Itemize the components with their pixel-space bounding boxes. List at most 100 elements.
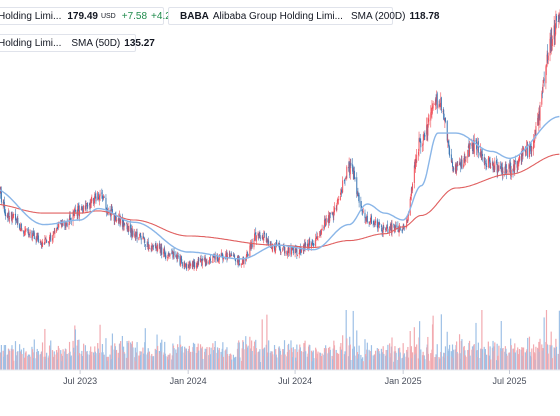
candle-body xyxy=(543,79,545,83)
candle-body xyxy=(113,214,115,221)
candle-body xyxy=(516,161,518,168)
candle-body xyxy=(377,222,379,228)
candle-body xyxy=(103,197,105,198)
volume-bar xyxy=(78,353,81,370)
volume-bar xyxy=(177,347,179,370)
candle-body xyxy=(311,241,313,243)
candle-body xyxy=(64,226,66,228)
candle-body xyxy=(464,159,466,161)
candle-body xyxy=(224,257,226,260)
candle-body xyxy=(376,219,378,228)
candle-body xyxy=(95,196,97,202)
candle-body xyxy=(66,223,68,227)
candle-body xyxy=(403,227,405,229)
candle-body xyxy=(164,249,166,255)
candle-body xyxy=(24,231,26,234)
volume-bar xyxy=(95,353,97,370)
volume-bar xyxy=(247,345,249,370)
legend-currency: USD xyxy=(100,12,116,20)
candle-body xyxy=(97,192,99,200)
candle-body xyxy=(255,235,257,242)
volume-bar xyxy=(490,359,492,370)
volume-bar xyxy=(477,342,479,370)
candle-body xyxy=(276,243,278,246)
volume-bar xyxy=(12,349,14,370)
candle-body xyxy=(361,208,363,210)
candle-body xyxy=(506,170,508,172)
candle-body xyxy=(189,261,191,266)
candle-body xyxy=(70,218,72,220)
candle-body xyxy=(47,241,49,243)
candle-body xyxy=(312,243,314,245)
candle-body xyxy=(57,227,59,229)
candle-body xyxy=(151,246,153,250)
candle-body xyxy=(126,224,128,230)
candle-body xyxy=(134,234,136,237)
candle-body xyxy=(284,246,286,254)
candle-body xyxy=(152,245,154,247)
candle-body xyxy=(423,135,425,141)
candle-body xyxy=(93,197,95,205)
candle-body xyxy=(83,205,85,213)
volume-bar xyxy=(539,338,541,370)
volume-bar xyxy=(485,354,488,370)
volume-bar xyxy=(46,352,48,370)
candle-body xyxy=(262,237,264,240)
candle-body xyxy=(127,226,129,230)
candle-body xyxy=(85,204,87,210)
candle-body xyxy=(356,193,358,196)
candle-body xyxy=(461,159,463,169)
legend-series[interactable]: BABA Alibaba Group Holding Limi... SMA (… xyxy=(168,7,439,25)
candle-body xyxy=(479,152,481,156)
candle-body xyxy=(360,205,362,209)
volume-bar xyxy=(41,342,44,370)
candle-body xyxy=(383,226,385,229)
candle-body xyxy=(345,177,347,179)
volume-bar xyxy=(558,310,560,370)
volume-bar xyxy=(391,337,393,370)
candle-body xyxy=(422,140,424,146)
candle-body xyxy=(184,262,186,266)
candle-body xyxy=(472,141,474,151)
candle-body xyxy=(440,97,442,107)
candle-body xyxy=(546,54,548,66)
candle-body xyxy=(212,255,214,264)
candle-body xyxy=(401,230,403,231)
candle-body xyxy=(398,228,400,233)
volume-bar xyxy=(362,361,364,370)
candle-body xyxy=(358,194,360,203)
candle-body xyxy=(173,251,175,256)
candle-body xyxy=(323,220,325,229)
volume-bar xyxy=(498,345,500,370)
volume-bar xyxy=(410,346,412,370)
candle-body xyxy=(196,262,198,267)
candle-body xyxy=(98,198,100,200)
volume-bar xyxy=(77,339,79,370)
candle-body xyxy=(3,202,5,212)
candle-body xyxy=(206,261,208,264)
volume-bar xyxy=(387,344,389,370)
candle-body xyxy=(130,224,132,233)
candle-body xyxy=(5,212,7,217)
candle-body xyxy=(505,165,507,169)
candle-body xyxy=(362,210,364,212)
candle-body xyxy=(360,201,362,207)
volume-bar xyxy=(147,348,149,370)
candle-body xyxy=(21,230,23,231)
candle-body xyxy=(525,151,527,153)
candle-body xyxy=(350,162,352,166)
candle-body xyxy=(177,254,179,258)
candle-body xyxy=(271,247,273,250)
volume-bar xyxy=(413,327,415,370)
candle-body xyxy=(226,252,228,260)
volume-bar xyxy=(527,337,529,370)
candle-body xyxy=(504,171,506,173)
candle-body xyxy=(418,138,420,152)
volume-bar xyxy=(288,349,290,370)
candle-body xyxy=(278,243,280,246)
candle-body xyxy=(469,144,471,157)
candle-body xyxy=(8,212,10,218)
volume-bar xyxy=(420,349,422,370)
candle-body xyxy=(122,221,124,228)
